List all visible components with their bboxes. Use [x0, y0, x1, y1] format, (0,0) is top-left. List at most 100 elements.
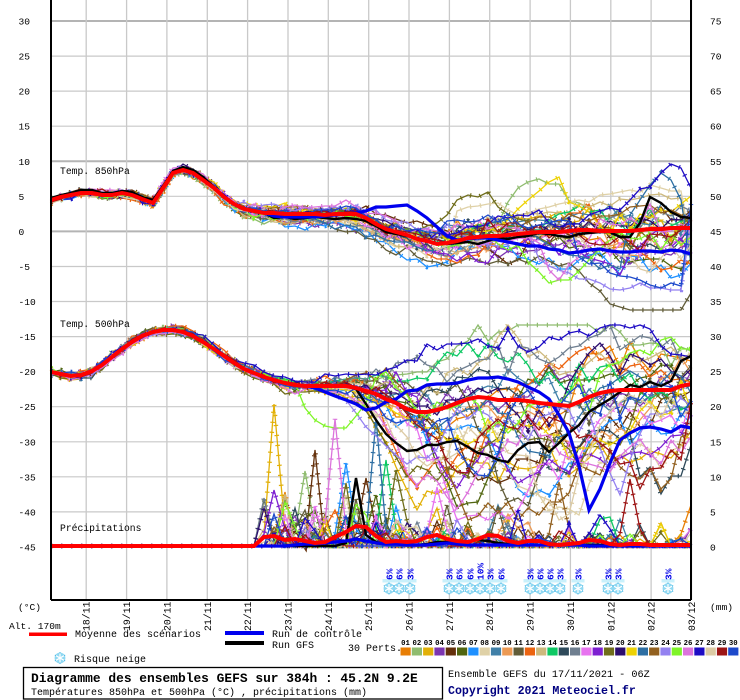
- svg-text:50: 50: [710, 192, 722, 203]
- svg-text:28: 28: [706, 640, 715, 648]
- svg-text:Moyenne des scénarios: Moyenne des scénarios: [75, 629, 201, 641]
- svg-text:6%: 6%: [395, 568, 406, 580]
- svg-text:5: 5: [710, 507, 716, 518]
- svg-text:6%: 6%: [497, 568, 508, 580]
- svg-text:30: 30: [710, 332, 722, 343]
- svg-text:30: 30: [729, 640, 738, 648]
- svg-text:70: 70: [710, 52, 722, 63]
- svg-text:12: 12: [525, 640, 534, 648]
- svg-text:55: 55: [710, 157, 722, 168]
- svg-text:03/12: 03/12: [687, 601, 698, 631]
- svg-text:20: 20: [616, 640, 625, 648]
- svg-text:10: 10: [710, 472, 722, 483]
- svg-text:75: 75: [710, 17, 722, 28]
- svg-text:29/11: 29/11: [526, 601, 537, 631]
- svg-text:21: 21: [627, 640, 636, 648]
- svg-text:04: 04: [435, 640, 444, 648]
- svg-text:27/11: 27/11: [445, 601, 456, 631]
- svg-text:06: 06: [458, 640, 467, 648]
- svg-text:6%: 6%: [455, 568, 466, 580]
- svg-text:Risque neige: Risque neige: [74, 654, 146, 666]
- svg-text:24: 24: [661, 640, 670, 648]
- svg-text:15: 15: [19, 122, 31, 133]
- svg-text:15: 15: [710, 437, 722, 448]
- svg-text:0: 0: [19, 227, 25, 238]
- svg-text:Diagramme des ensembles GEFS s: Diagramme des ensembles GEFS sur 384h : …: [31, 671, 418, 686]
- svg-text:17: 17: [582, 640, 591, 648]
- svg-text:10: 10: [19, 157, 31, 168]
- svg-text:24/11: 24/11: [324, 601, 335, 631]
- svg-text:01: 01: [401, 640, 410, 648]
- svg-text:25: 25: [710, 367, 722, 378]
- svg-text:11: 11: [514, 640, 523, 648]
- svg-text:3%: 3%: [604, 568, 615, 580]
- svg-text:-35: -35: [19, 472, 37, 483]
- svg-text:3%: 3%: [445, 568, 456, 580]
- svg-text:5: 5: [19, 192, 25, 203]
- svg-text:02: 02: [412, 640, 421, 648]
- svg-text:22/11: 22/11: [243, 601, 254, 631]
- svg-text:-45: -45: [19, 542, 37, 553]
- svg-text:Temp. 500hPa: Temp. 500hPa: [60, 319, 130, 330]
- svg-text:6%: 6%: [385, 568, 396, 580]
- svg-text:40: 40: [710, 262, 722, 273]
- svg-text:Run GFS: Run GFS: [272, 641, 314, 652]
- svg-text:-25: -25: [19, 402, 37, 413]
- svg-text:Run de contrôle: Run de contrôle: [272, 629, 362, 641]
- svg-text:23: 23: [650, 640, 659, 648]
- svg-text:Alt. 170m: Alt. 170m: [9, 621, 61, 632]
- svg-text:05: 05: [446, 640, 455, 648]
- svg-text:25: 25: [19, 52, 31, 63]
- svg-text:65: 65: [710, 87, 722, 98]
- svg-text:Ensemble GEFS du 17/11/2021 -: Ensemble GEFS du 17/11/2021 - 06Z: [448, 669, 650, 681]
- svg-text:22: 22: [638, 640, 647, 648]
- svg-text:3%: 3%: [486, 568, 497, 580]
- svg-text:Temp. 850hPa: Temp. 850hPa: [60, 166, 130, 177]
- svg-text:6%: 6%: [536, 568, 547, 580]
- svg-text:01/12: 01/12: [606, 601, 617, 631]
- svg-text:60: 60: [710, 122, 722, 133]
- svg-text:20/11: 20/11: [162, 601, 173, 631]
- svg-text:20: 20: [19, 87, 31, 98]
- svg-text:30: 30: [19, 17, 31, 28]
- svg-text:-30: -30: [19, 437, 37, 448]
- svg-text:30/11: 30/11: [566, 601, 577, 631]
- svg-text:09: 09: [492, 640, 501, 648]
- svg-text:23/11: 23/11: [284, 601, 295, 631]
- svg-text:3%: 3%: [526, 568, 537, 580]
- svg-text:-5: -5: [19, 262, 31, 273]
- svg-text:(°C): (°C): [18, 602, 41, 613]
- svg-text:3%: 3%: [406, 568, 417, 580]
- svg-text:14: 14: [548, 640, 557, 648]
- svg-text:13: 13: [537, 640, 546, 648]
- svg-text:19/11: 19/11: [122, 601, 133, 631]
- svg-text:16: 16: [571, 640, 580, 648]
- svg-text:10%: 10%: [476, 563, 487, 580]
- svg-text:28/11: 28/11: [485, 601, 496, 631]
- svg-text:-10: -10: [19, 297, 37, 308]
- svg-text:21/11: 21/11: [203, 601, 214, 631]
- svg-text:10: 10: [503, 640, 512, 648]
- svg-text:6%: 6%: [546, 568, 557, 580]
- svg-text:03: 03: [424, 640, 433, 648]
- svg-text:Précipitations: Précipitations: [60, 523, 142, 534]
- svg-text:18/11: 18/11: [82, 601, 93, 631]
- svg-text:6%: 6%: [466, 568, 477, 580]
- svg-text:3%: 3%: [574, 568, 585, 580]
- svg-text:18: 18: [593, 640, 602, 648]
- svg-text:3%: 3%: [556, 568, 567, 580]
- svg-text:08: 08: [480, 640, 489, 648]
- svg-text:-15: -15: [19, 332, 37, 343]
- svg-text:26/11: 26/11: [405, 601, 416, 631]
- svg-text:35: 35: [710, 297, 722, 308]
- svg-text:Températures 850hPa et 500hPa: Températures 850hPa et 500hPa (°C) , pré…: [31, 687, 367, 699]
- svg-text:3%: 3%: [664, 568, 675, 580]
- svg-text:25: 25: [672, 640, 681, 648]
- svg-text:-20: -20: [19, 367, 37, 378]
- svg-text:25/11: 25/11: [364, 601, 375, 631]
- svg-text:Copyright 2021 Meteociel.fr: Copyright 2021 Meteociel.fr: [448, 685, 636, 698]
- svg-text:29: 29: [718, 640, 727, 648]
- svg-text:20: 20: [710, 402, 722, 413]
- svg-text:02/12: 02/12: [647, 601, 658, 631]
- svg-text:15: 15: [559, 640, 568, 648]
